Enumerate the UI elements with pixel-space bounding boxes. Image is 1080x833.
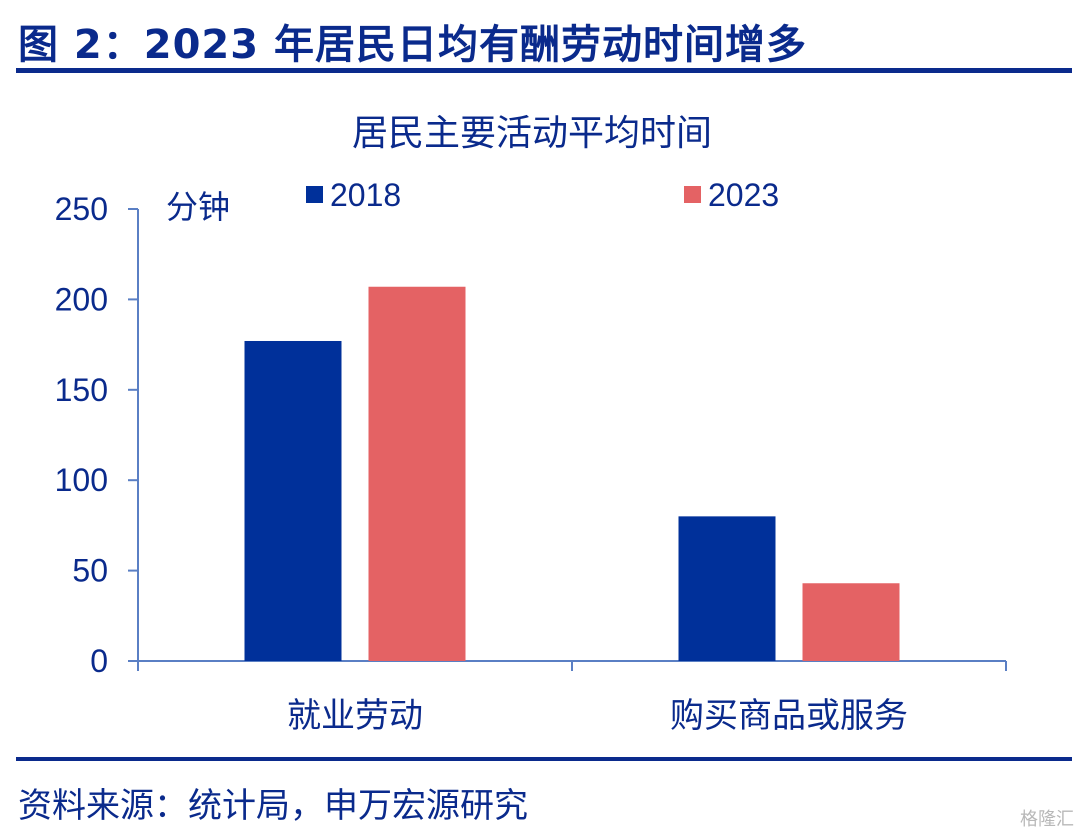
legend-label-2023: 2023 [708,177,779,213]
y-tick-label: 100 [55,462,108,498]
bar-2018-1 [244,340,342,661]
y-tick-label: 200 [55,281,108,317]
y-tick-label: 50 [72,553,108,589]
bars [244,286,900,661]
bottom-rule [16,757,1072,761]
bar-2018-2 [678,516,776,661]
y-axis-unit-label: 分钟 [166,188,230,226]
legend-label-2018: 2018 [330,177,401,213]
source-note: 资料来源：统计局，申万宏源研究 [18,786,528,826]
x-category-label: 就业劳动 [287,696,423,736]
figure-title: 图 2：2023 年居民日均有酬劳动时间增多 [18,22,808,68]
legend-swatch-2023 [684,186,701,203]
bar-2023-1 [368,286,466,661]
watermark: 格隆汇 [1020,809,1074,830]
top-rule [16,68,1072,73]
y-tick-label: 0 [90,643,108,679]
bar-2023-2 [802,583,900,661]
bar-chart: 居民主要活动平均时间 分钟 2018 2023 0 50 100 150 200 250 就业… [55,113,1007,736]
y-tick-label: 150 [55,372,108,408]
y-tick-label: 250 [55,191,108,227]
legend-swatch-2018 [306,186,323,203]
chart-title: 居民主要活动平均时间 [352,113,712,154]
legend: 2018 2023 [306,177,779,213]
x-category-label: 购买商品或服务 [670,696,908,736]
